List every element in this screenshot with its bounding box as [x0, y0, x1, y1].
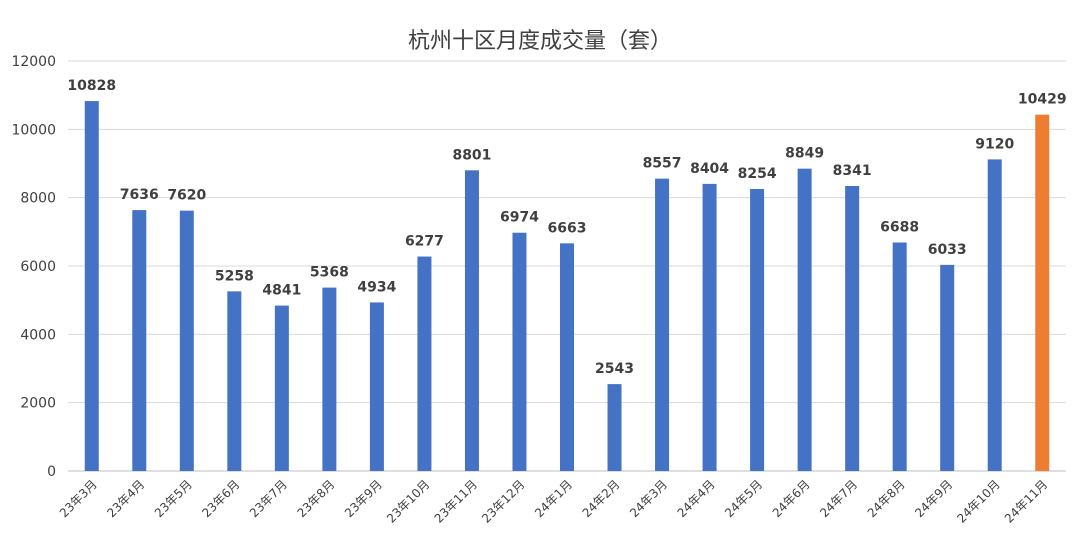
- data-label: 8254: [738, 166, 777, 182]
- bar: [274, 305, 289, 471]
- data-label: 6033: [928, 242, 967, 258]
- data-label: 6688: [880, 219, 919, 235]
- bar: [369, 302, 384, 471]
- bar: [750, 188, 765, 471]
- data-label: 4934: [357, 279, 396, 295]
- data-label: 5258: [215, 268, 254, 284]
- y-axis-ticks: 0 2000 4000 6000 8000 10000 12000: [11, 54, 56, 480]
- bar: [1035, 114, 1050, 471]
- data-label: 8801: [452, 147, 491, 163]
- y-tick-label: 4000: [20, 327, 56, 343]
- bar: [940, 264, 955, 471]
- data-labels: 10828 7636 7620 5258 4841 5368 4934 6277 8801 697…: [67, 78, 1066, 377]
- data-label: 8849: [785, 146, 824, 162]
- data-label: 2543: [595, 361, 634, 377]
- data-label: 6277: [405, 234, 444, 250]
- data-label: 6974: [500, 210, 539, 226]
- bar: [892, 242, 907, 471]
- y-tick-label: 12000: [11, 54, 56, 70]
- bar: [464, 170, 479, 471]
- bar: [560, 243, 574, 471]
- y-tick-label: 0: [47, 464, 56, 480]
- data-label: 4841: [262, 283, 301, 299]
- y-tick-label: 8000: [20, 191, 56, 207]
- chart-title: 杭州十区月度成交量（套）: [408, 29, 672, 54]
- data-label: 7620: [167, 188, 206, 204]
- bar: [702, 183, 717, 471]
- data-label: 9120: [975, 136, 1014, 152]
- bar: [797, 168, 812, 471]
- data-label: 8404: [690, 161, 729, 177]
- bar: [179, 210, 194, 471]
- data-label: 7636: [120, 187, 159, 203]
- bar: [655, 178, 670, 471]
- bar: [845, 186, 860, 471]
- bar: [322, 287, 337, 471]
- bar: [417, 256, 432, 471]
- y-tick-label: 10000: [11, 122, 56, 138]
- bar: [227, 291, 242, 471]
- y-tick-label: 6000: [20, 259, 56, 275]
- bar: [607, 384, 622, 471]
- bar: [84, 101, 99, 471]
- data-label: 5368: [310, 265, 349, 281]
- bars: [84, 101, 1050, 471]
- data-label: 8341: [833, 163, 872, 179]
- data-label: 8557: [643, 156, 682, 172]
- data-label: 10828: [67, 78, 116, 94]
- bar: [512, 232, 527, 471]
- data-label: 6663: [548, 220, 587, 236]
- bar: [987, 159, 1002, 471]
- y-tick-label: 2000: [20, 396, 56, 412]
- data-label: 10429: [1018, 92, 1067, 108]
- bar: [132, 210, 147, 471]
